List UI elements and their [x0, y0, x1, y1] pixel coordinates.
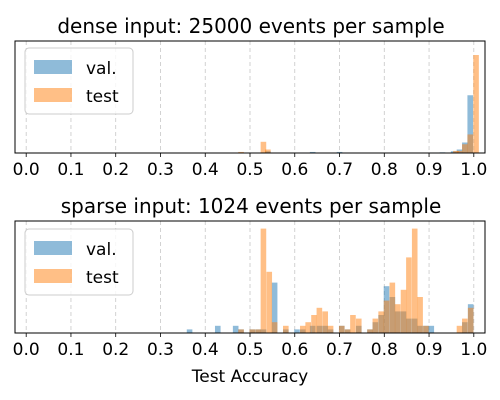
histogram-bar-test: [311, 315, 317, 333]
histogram-bar-test: [411, 228, 418, 333]
x-tick-label: 0.5: [236, 160, 263, 180]
histogram-bar-test: [316, 307, 323, 333]
histogram-bar-test: [467, 134, 474, 153]
x-tick-label: 0.3: [147, 160, 174, 180]
x-tick-label: 1.0: [460, 160, 487, 180]
histogram-bar-test: [327, 325, 334, 333]
legend-label-val: val.: [86, 59, 117, 79]
histogram-bar-test: [423, 325, 429, 333]
x-tick-label: 0.7: [326, 160, 353, 180]
histogram-bar-test: [417, 297, 423, 333]
histogram-bar-test: [453, 150, 459, 153]
histogram-bar-val: [232, 325, 239, 333]
x-tick-label: 0.4: [192, 340, 219, 360]
histogram-bar-test: [367, 329, 373, 333]
histogram-bar-test: [249, 329, 256, 333]
histogram-bar-test: [467, 307, 474, 333]
x-tick-label: 0.3: [147, 340, 174, 360]
histogram-bar-val: [336, 151, 343, 153]
legend-swatch-test: [34, 269, 72, 283]
x-tick-label: 0.1: [57, 340, 84, 360]
panel-title: sparse input: 1024 events per sample: [61, 194, 442, 218]
x-ticks: 0.0 0.1 0.2 0.3 0.4 0.5 0.6 0.7 0.8 0.9 1.0: [13, 153, 487, 180]
histogram-bar-test: [266, 271, 273, 333]
legend-label-val: val.: [86, 240, 117, 260]
histogram-bar-val: [309, 151, 316, 153]
panel-title: dense input: 25000 events per sample: [57, 14, 444, 38]
x-tick-label: 0.9: [416, 340, 443, 360]
x-tick-label: 0.7: [326, 340, 353, 360]
histogram-bar-test: [456, 150, 463, 153]
histogram-bar-test: [271, 322, 278, 333]
x-tick-label: 0.8: [371, 340, 398, 360]
histogram-bar-test: [322, 311, 328, 333]
x-tick-label: 0.1: [57, 160, 84, 180]
x-ticks: 0.0 0.1 0.2 0.3 0.4 0.5 0.6 0.7 0.8 0.9 1.0: [13, 333, 487, 360]
histogram-bar-test: [406, 257, 412, 333]
histogram-bar-val: [214, 325, 221, 333]
legend-swatch-val: [34, 60, 72, 74]
histogram-bar-test: [394, 304, 401, 333]
histogram-bar-test: [462, 144, 468, 153]
histogram-bar-test: [238, 151, 244, 153]
histogram-bar-test: [462, 318, 468, 333]
histogram-bar-test: [260, 141, 267, 153]
histogram-bar-val: [428, 325, 435, 333]
legend: val. test: [24, 47, 134, 115]
histogram-bar-test: [305, 322, 311, 333]
histogram-bar-test: [400, 289, 407, 333]
histogram-bar-val: [271, 282, 278, 333]
legend-label-test: test: [86, 87, 119, 107]
histogram-bar-test: [383, 300, 390, 333]
grid-lines: [25, 41, 475, 153]
x-tick-label: 0.6: [281, 340, 308, 360]
x-tick-label: 1.0: [460, 340, 487, 360]
histogram-bar-test: [389, 282, 396, 333]
x-tick-label: 0.6: [281, 160, 308, 180]
x-tick-label: 0.8: [371, 160, 398, 180]
x-axis-label: Test Accuracy: [191, 367, 309, 387]
histogram-bar-test: [300, 325, 306, 333]
histogram-bar-test: [355, 318, 362, 333]
legend-swatch-val: [34, 241, 72, 255]
histogram-bar-test: [255, 329, 261, 333]
x-tick-label: 0.2: [102, 160, 129, 180]
x-tick-label: 0.4: [192, 160, 219, 180]
x-tick-label: 0.0: [13, 160, 40, 180]
histogram-bar-test: [350, 315, 356, 333]
histogram-bar-test: [260, 228, 267, 333]
legend-label-test: test: [86, 268, 119, 288]
x-tick-label: 0.5: [236, 340, 263, 360]
histogram-bar-test: [283, 325, 289, 333]
histogram-bar-test: [338, 325, 345, 333]
histogram-bar-val: [467, 95, 474, 153]
histogram-bar-test: [456, 325, 463, 333]
histogram-bar-val: [186, 329, 193, 333]
x-tick-label: 0.2: [102, 340, 129, 360]
histogram-bar-test: [372, 318, 379, 333]
histogram-bar-val: [294, 329, 300, 333]
legend: val. test: [24, 228, 134, 296]
histogram-bar-test: [378, 311, 384, 333]
bars: [186, 228, 474, 333]
panel-sparse: sparse input: 1024 events per sample 0.0…: [13, 194, 488, 387]
histogram-bar-test: [473, 55, 479, 153]
panel-dense: dense input: 25000 events per sample 0.0…: [13, 14, 488, 180]
histogram-bar-test: [344, 329, 351, 333]
histogram-bar-test: [238, 329, 244, 333]
histogram-bar-test: [265, 149, 271, 153]
x-tick-label: 0.0: [13, 340, 40, 360]
legend-swatch-test: [34, 88, 72, 102]
bars: [238, 55, 479, 153]
x-tick-label: 0.9: [416, 160, 443, 180]
